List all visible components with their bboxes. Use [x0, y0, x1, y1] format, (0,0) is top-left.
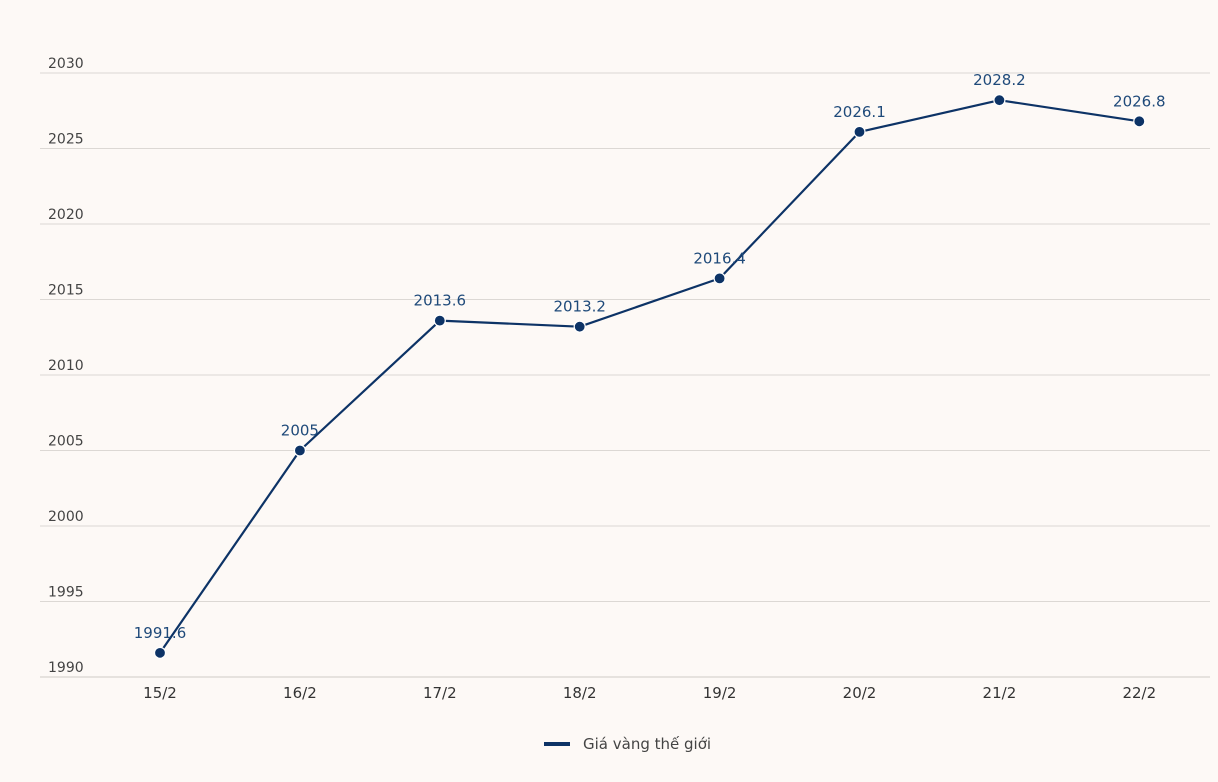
data-labels: 1991.6 2005 2013.6 2013.2 2016.4 2026.1 2028.2… — [134, 71, 1166, 642]
data-label: 2026.8 — [1113, 92, 1166, 110]
data-label: 2016.4 — [693, 249, 746, 267]
x-tick-label: 18/2 — [563, 684, 597, 702]
series-layer — [153, 94, 1146, 659]
data-point[interactable] — [433, 314, 446, 327]
y-tick-label: 2010 — [48, 358, 84, 374]
y-tick-label: 2030 — [48, 56, 84, 72]
data-label: 1991.6 — [134, 624, 187, 642]
data-point[interactable] — [993, 94, 1006, 107]
data-point[interactable] — [853, 125, 866, 138]
x-tick-label: 20/2 — [843, 684, 877, 702]
x-tick-label: 19/2 — [703, 684, 737, 702]
x-tick-label: 17/2 — [423, 684, 457, 702]
y-tick-label: 1990 — [48, 660, 84, 676]
x-tick-label: 15/2 — [143, 684, 177, 702]
y-tick-label: 2015 — [48, 283, 84, 299]
y-tick-label: 2005 — [48, 434, 84, 450]
y-tick-label: 1995 — [48, 585, 84, 601]
x-tick-label: 16/2 — [283, 684, 317, 702]
x-axis-ticks: 15/2 16/2 17/2 18/2 19/2 20/2 21/2 22/2 — [143, 684, 1156, 702]
data-label: 2005 — [281, 422, 319, 440]
grid-layer — [40, 72, 1210, 678]
legend-label: Giá vàng thế giới — [583, 735, 711, 753]
x-tick-label: 21/2 — [983, 684, 1017, 702]
x-tick-label: 22/2 — [1122, 684, 1156, 702]
data-label: 2028.2 — [973, 71, 1026, 89]
data-label: 2013.6 — [414, 292, 467, 310]
legend[interactable]: Giá vàng thế giới — [544, 735, 711, 753]
y-tick-label: 2020 — [48, 207, 84, 223]
data-point[interactable] — [293, 444, 306, 457]
data-label: 2013.2 — [553, 298, 606, 316]
data-point[interactable] — [573, 320, 586, 333]
data-point[interactable] — [153, 646, 167, 659]
data-point[interactable] — [713, 272, 726, 285]
series-line — [159, 99, 1140, 654]
y-tick-label: 2000 — [48, 509, 84, 525]
y-tick-label: 2025 — [48, 132, 84, 148]
data-label: 2026.1 — [833, 103, 886, 121]
data-point[interactable] — [1133, 115, 1146, 128]
y-axis-ticks: 1990 1995 2000 2005 2010 2015 2020 2025 2030 — [48, 56, 84, 676]
